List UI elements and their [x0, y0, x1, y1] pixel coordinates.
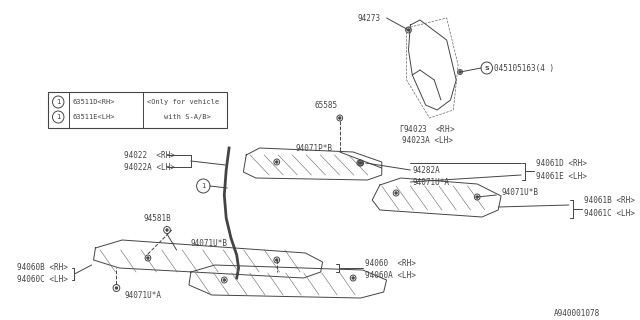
- Text: 94581B: 94581B: [143, 213, 171, 222]
- Text: 1: 1: [201, 183, 205, 189]
- Text: 63511E<LH>: 63511E<LH>: [72, 114, 115, 120]
- Circle shape: [459, 71, 461, 73]
- Text: 94022A <LH>: 94022A <LH>: [124, 163, 175, 172]
- Text: 94022  <RH>: 94022 <RH>: [124, 150, 175, 159]
- Circle shape: [223, 279, 225, 281]
- Text: 94060B <RH>: 94060B <RH>: [17, 263, 68, 273]
- Text: 94060A <LH>: 94060A <LH>: [365, 270, 415, 279]
- Text: <Only for vehicle: <Only for vehicle: [147, 99, 220, 105]
- Text: 94273: 94273: [358, 13, 381, 22]
- Circle shape: [276, 161, 278, 163]
- Text: 94060  <RH>: 94060 <RH>: [365, 260, 415, 268]
- Circle shape: [276, 259, 278, 261]
- Circle shape: [115, 287, 118, 289]
- Text: 94282A: 94282A: [412, 165, 440, 174]
- Circle shape: [407, 29, 410, 31]
- Circle shape: [358, 162, 361, 164]
- Text: 94071U*A: 94071U*A: [412, 178, 449, 187]
- Text: 94071U*B: 94071U*B: [501, 188, 538, 196]
- Circle shape: [360, 162, 362, 164]
- Text: 94023A <LH>: 94023A <LH>: [402, 135, 452, 145]
- Text: 94061E <LH>: 94061E <LH>: [536, 172, 588, 180]
- Text: $\Gamma$94023  <RH>: $\Gamma$94023 <RH>: [399, 123, 456, 133]
- Text: 045105163(4 ): 045105163(4 ): [494, 63, 554, 73]
- Circle shape: [352, 277, 355, 279]
- Circle shape: [476, 196, 478, 198]
- Text: 94071U*A: 94071U*A: [124, 292, 161, 300]
- Text: 63511D<RH>: 63511D<RH>: [72, 99, 115, 105]
- Text: with S-A/B>: with S-A/B>: [147, 114, 211, 120]
- Text: 94071P*B: 94071P*B: [296, 143, 333, 153]
- Text: 94061C <LH>: 94061C <LH>: [584, 209, 635, 218]
- Text: 94061B <RH>: 94061B <RH>: [584, 196, 635, 204]
- Text: A940001078: A940001078: [554, 309, 600, 318]
- Text: 65585: 65585: [315, 100, 338, 109]
- Bar: [48, 92, 227, 128]
- Text: 1: 1: [56, 114, 60, 120]
- Circle shape: [395, 192, 397, 194]
- Text: 94071U*B: 94071U*B: [191, 238, 228, 247]
- Circle shape: [339, 117, 341, 119]
- Circle shape: [166, 229, 168, 231]
- Circle shape: [147, 257, 149, 259]
- Text: 94060C <LH>: 94060C <LH>: [17, 276, 68, 284]
- Text: S: S: [484, 66, 489, 70]
- Text: 94061D <RH>: 94061D <RH>: [536, 158, 588, 167]
- Text: 1: 1: [56, 99, 60, 105]
